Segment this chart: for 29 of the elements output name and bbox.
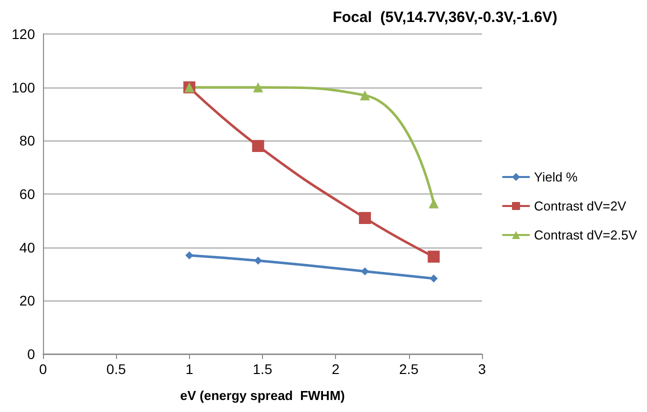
- legend-label: Contrast dV=2.5V: [534, 228, 638, 242]
- x-tick-label: 0: [39, 361, 48, 377]
- y-tick-label: 100: [12, 79, 36, 96]
- x-tick-label: 2.5: [399, 361, 419, 377]
- point: [358, 212, 371, 224]
- y-tick-label: 20: [19, 292, 36, 309]
- y-tick-label: 0: [27, 346, 36, 362]
- legend-label: Contrast dV=2V: [534, 198, 626, 214]
- point: [428, 250, 440, 263]
- x-tick-label: 1.5: [252, 361, 272, 377]
- x-tick-label: 1: [185, 361, 194, 377]
- point: [254, 256, 262, 265]
- x-axis-title: eV (energy spread FWHM): [180, 388, 345, 403]
- point: [252, 140, 264, 152]
- y-tick-label: 120: [12, 26, 36, 42]
- y-tick-label: 60: [19, 186, 36, 202]
- point: [430, 274, 438, 283]
- point: [253, 82, 264, 92]
- y-tick-label: 80: [19, 132, 36, 149]
- legend-label: Yield %: [534, 170, 578, 184]
- x-tick-label: 2: [332, 361, 340, 377]
- x-tick-label: 0.5: [106, 361, 126, 377]
- point: [360, 90, 370, 100]
- y-tick-label: 40: [19, 239, 36, 256]
- point: [428, 198, 439, 208]
- point: [360, 267, 369, 276]
- x-tick-label: 3: [478, 361, 486, 377]
- chart-title: Focal (5V,14.7V,36V,-0.3V,-1.6V): [332, 9, 558, 26]
- point: [185, 251, 194, 260]
